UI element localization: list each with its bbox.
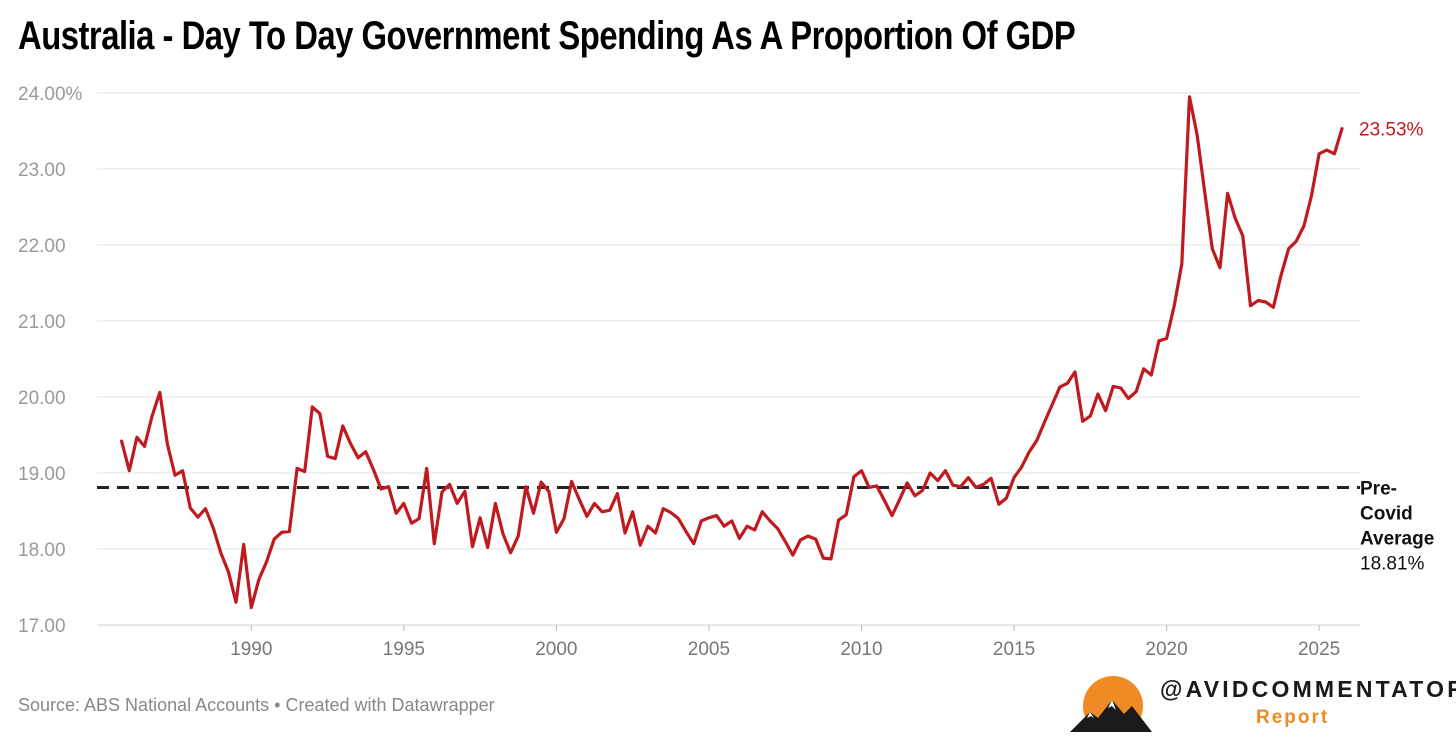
chart-title: Australia - Day To Day Government Spendi… (18, 14, 1076, 58)
chart-footer: Source: ABS National Accounts • Created … (18, 695, 495, 716)
y-tick-label: 24.00% (18, 84, 83, 105)
x-tick-label: 1995 (383, 639, 425, 660)
mountain-sun-logo-icon (1068, 676, 1154, 732)
gridlines (97, 92, 1360, 626)
reference-label-line-3: Average (1360, 528, 1434, 549)
y-axis-ticks: 17.00 18.00 19.00 20.00 21.00 22.00 23.00 24.00… (18, 84, 83, 637)
x-axis-ticks: 1990 1995 2000 2005 2010 2015 2020 2025 (230, 625, 1340, 660)
x-tick-label: 2000 (535, 639, 577, 660)
y-tick-label: 22.00 (18, 236, 66, 257)
brand-subtitle: Report (1256, 707, 1330, 728)
x-tick-label: 2015 (993, 639, 1035, 660)
reference-label-line-1: Pre- (1360, 478, 1397, 499)
line-chart: 17.00 18.00 19.00 20.00 21.00 22.00 23.00 24.00… (18, 84, 1434, 660)
reference-label-line-2: Covid (1360, 503, 1413, 524)
x-tick-label: 2020 (1145, 639, 1187, 660)
y-tick-label: 23.00 (18, 160, 66, 181)
x-tick-label: 2025 (1298, 639, 1340, 660)
y-tick-label: 21.00 (18, 312, 66, 333)
created-with-link[interactable]: Created with Datawrapper (285, 695, 495, 715)
y-tick-label: 20.00 (18, 388, 66, 409)
brand-logo: @AVIDCOMMENTATOR Report (1068, 676, 1456, 732)
x-tick-label: 1990 (230, 639, 272, 660)
x-tick-label: 2005 (688, 639, 730, 660)
source-link[interactable]: Source: ABS National Accounts (18, 695, 270, 715)
spending-series-line (120, 95, 1344, 610)
y-tick-label: 17.00 (18, 616, 66, 637)
x-tick-label: 2010 (840, 639, 882, 660)
y-tick-label: 19.00 (18, 464, 66, 485)
footer-separator: • (274, 695, 281, 715)
series-end-label: 23.53% (1359, 120, 1424, 141)
y-tick-label: 18.00 (18, 540, 66, 561)
brand-handle[interactable]: @AVIDCOMMENTATOR (1160, 676, 1456, 702)
reference-value-label: 18.81% (1360, 553, 1425, 574)
